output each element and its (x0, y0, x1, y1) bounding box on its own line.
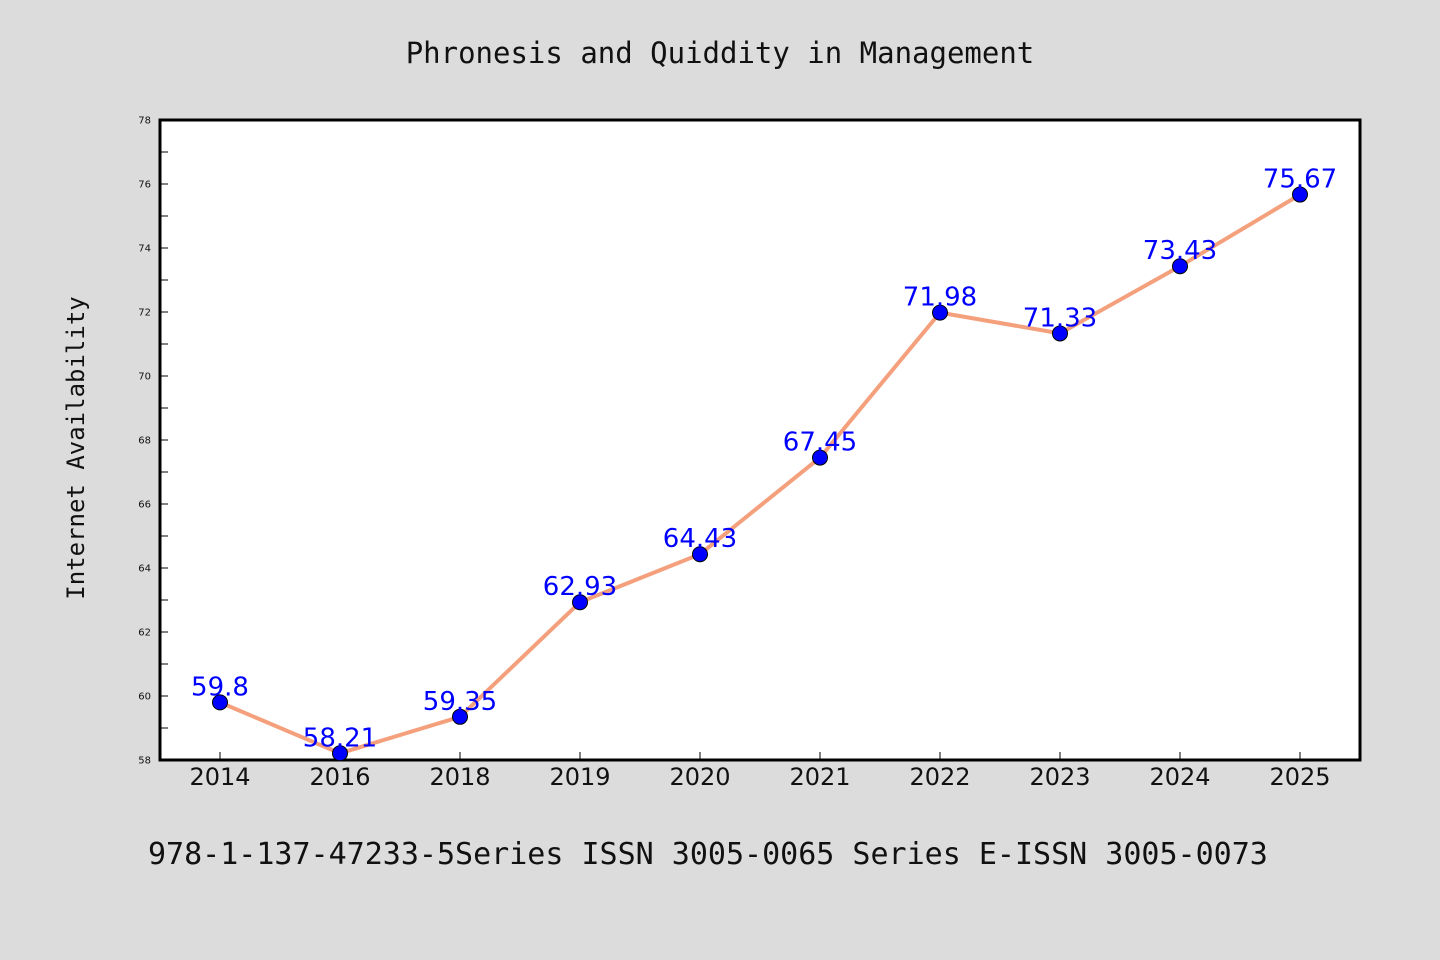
series-line (218, 192, 1302, 756)
data-labels: 59.8 58.21 59.35 62.93 64.43 67.45 71.98 71.33 7… (191, 165, 1337, 754)
data-point (572, 594, 588, 611)
chart-title: Phronesis and Quiddity in Management (406, 36, 1035, 70)
x-tick-label: 2016 (309, 763, 370, 791)
data-point (1052, 325, 1068, 342)
y-tick-label: 58 (138, 756, 151, 767)
y-axis: 58 60 62 64 66 68 70 72 74 76 78 (138, 116, 168, 767)
x-tick-label: 2024 (1149, 763, 1210, 791)
y-tick-label: 78 (138, 116, 151, 127)
data-label: 67.45 (783, 428, 857, 458)
x-tick-label: 2023 (1029, 763, 1090, 791)
data-label: 71.98 (903, 283, 977, 313)
data-point (212, 694, 228, 711)
x-tick-label: 2019 (549, 763, 610, 791)
data-point (812, 449, 828, 466)
data-label: 62.93 (543, 572, 617, 602)
y-axis-label: Internet Availability (62, 296, 90, 599)
data-point (1292, 186, 1308, 203)
x-tick-label: 2021 (789, 763, 850, 791)
y-tick-label: 66 (138, 500, 151, 511)
x-tick-label: 2025 (1269, 763, 1330, 791)
data-label: 71.33 (1023, 303, 1097, 333)
data-label: 59.35 (423, 687, 497, 717)
y-tick-label: 68 (138, 436, 151, 447)
y-tick-label: 60 (138, 692, 151, 703)
x-tick-label: 2020 (669, 763, 730, 791)
data-point (452, 708, 468, 725)
data-label: 64.43 (663, 524, 737, 554)
data-point (932, 304, 948, 321)
x-tick-label: 2014 (189, 763, 250, 791)
y-tick-label: 74 (138, 244, 151, 255)
data-point (332, 745, 348, 762)
data-label: 75.67 (1263, 165, 1337, 195)
data-label: 73.43 (1143, 236, 1217, 266)
x-tick-label: 2018 (429, 763, 490, 791)
data-point (1172, 258, 1188, 275)
data-label: 59.8 (191, 672, 249, 702)
y-tick-label: 72 (138, 308, 151, 319)
data-label: 58.21 (303, 723, 377, 753)
y-tick-label: 62 (138, 628, 151, 639)
data-markers (212, 186, 1308, 762)
x-axis: 2014 2016 2018 2019 2020 2021 2022 2023 2024 2025 (189, 752, 1331, 791)
y-tick-label: 76 (138, 180, 151, 191)
y-tick-label: 64 (138, 564, 151, 575)
y-tick-label: 70 (138, 372, 151, 383)
x-tick-label: 2022 (909, 763, 970, 791)
series-line-group (218, 192, 1302, 756)
footer-text: 978-1-137-47233-5Series ISSN 3005-0065 S… (148, 837, 1268, 872)
data-point (692, 546, 708, 563)
plot-area (158, 118, 1362, 762)
